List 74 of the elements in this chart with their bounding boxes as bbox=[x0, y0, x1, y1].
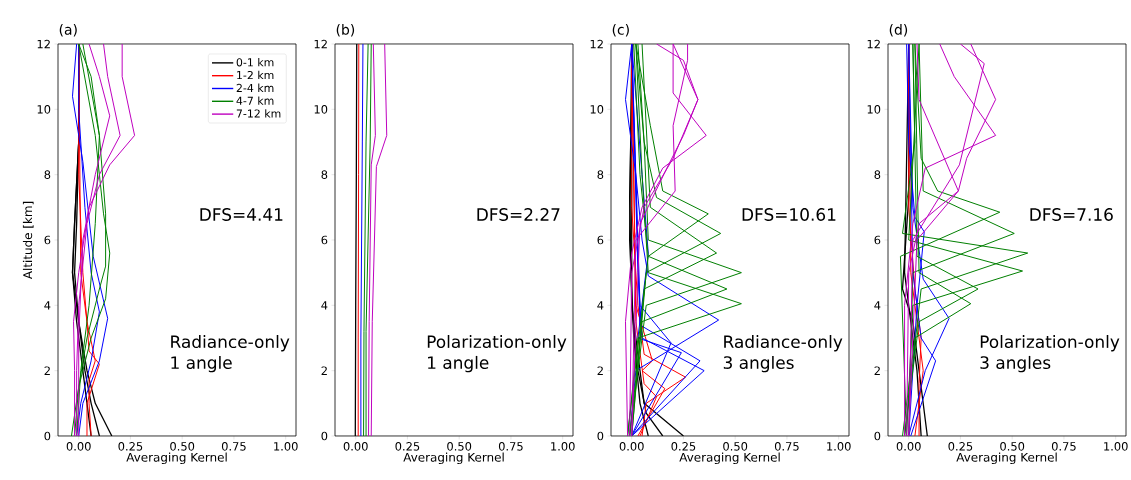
y-tick-label: 10 bbox=[867, 104, 881, 114]
x-tick-label: 1.00 bbox=[551, 442, 575, 451]
x-tick-label: 0.50 bbox=[1000, 442, 1025, 451]
x-tick-label: 0.75 bbox=[221, 442, 246, 451]
x-axis-title: Averaging Kernel bbox=[126, 452, 227, 465]
y-tick-label: 8 bbox=[44, 170, 51, 179]
legend-label: 7-12 km bbox=[236, 109, 281, 118]
x-tick-label: 0.00 bbox=[66, 442, 91, 451]
x-tick-label: 0.00 bbox=[343, 442, 368, 451]
x-tick-label: 0.75 bbox=[498, 442, 523, 451]
y-tick-label: 0 bbox=[321, 431, 328, 441]
y-tick-label: 12 bbox=[590, 39, 603, 49]
y-tick-label: 12 bbox=[314, 39, 327, 49]
y-tick-label: 4 bbox=[874, 301, 881, 310]
legend-label: 4-7 km bbox=[236, 96, 274, 105]
annotation: Polarization-only bbox=[980, 335, 1120, 352]
x-tick-label: 0.75 bbox=[774, 442, 799, 451]
x-tick-label: 0.75 bbox=[1051, 442, 1076, 451]
x-tick-label: 1.00 bbox=[274, 442, 298, 451]
y-tick-label: 4 bbox=[597, 301, 604, 310]
x-tick-label: 0.00 bbox=[619, 442, 644, 451]
x-tick-label: 0.50 bbox=[723, 442, 748, 451]
x-axis-title: Averaging Kernel bbox=[679, 452, 780, 465]
y-tick-label: 2 bbox=[321, 366, 327, 375]
legend-label: 0-1 km bbox=[236, 57, 274, 67]
y-tick-label: 0 bbox=[874, 431, 881, 441]
legend-label: 2-4 km bbox=[236, 83, 274, 92]
y-tick-label: 0 bbox=[597, 431, 604, 441]
chart-title: (a) bbox=[59, 24, 77, 37]
x-tick-label: 1.00 bbox=[1104, 442, 1128, 451]
x-axis-title: Averaging Kernel bbox=[403, 452, 504, 465]
y-tick-label: 6 bbox=[44, 235, 51, 245]
y-axis-title: Altitude [km] bbox=[22, 201, 34, 280]
x-axis-title: Averaging Kernel bbox=[956, 452, 1057, 465]
annotation: DFS=4.41 bbox=[200, 208, 283, 221]
x-tick-label: 0.50 bbox=[447, 442, 472, 451]
annotation: 3 angles bbox=[980, 355, 1051, 373]
x-tick-label: 0.25 bbox=[118, 442, 143, 451]
x-tick-label: 0.25 bbox=[948, 442, 973, 451]
x-tick-label: 0.25 bbox=[671, 442, 696, 451]
annotation: DFS=2.27 bbox=[477, 208, 560, 221]
y-tick-label: 0 bbox=[44, 431, 51, 441]
y-tick-label: 12 bbox=[37, 39, 50, 49]
annotation: 1 angle bbox=[428, 355, 489, 373]
y-tick-label: 10 bbox=[314, 104, 328, 114]
annotation: DFS=7.16 bbox=[1030, 208, 1113, 221]
y-tick-label: 6 bbox=[321, 235, 328, 245]
chart-title: (c) bbox=[612, 24, 629, 37]
y-tick-label: 6 bbox=[874, 235, 881, 245]
y-tick-label: 10 bbox=[590, 104, 604, 114]
x-tick-label: 0.50 bbox=[170, 442, 195, 451]
legend-label: 1-2 km bbox=[237, 70, 274, 80]
chart-title: (b) bbox=[336, 24, 355, 37]
annotation: 1 angle bbox=[171, 355, 232, 373]
y-tick-label: 12 bbox=[867, 39, 880, 49]
annotation: 3 angles bbox=[723, 355, 794, 373]
y-tick-label: 8 bbox=[597, 170, 604, 179]
y-tick-label: 6 bbox=[597, 235, 604, 245]
y-tick-label: 4 bbox=[44, 301, 51, 310]
y-tick-label: 2 bbox=[874, 366, 880, 375]
y-tick-label: 8 bbox=[874, 170, 881, 179]
y-tick-label: 2 bbox=[597, 366, 603, 375]
annotation: Polarization-only bbox=[427, 335, 567, 352]
x-tick-label: 0.25 bbox=[395, 442, 420, 451]
annotation: Radiance-only bbox=[724, 335, 843, 352]
y-tick-label: 10 bbox=[37, 104, 51, 114]
x-tick-label: 1.00 bbox=[827, 442, 851, 451]
y-tick-label: 2 bbox=[44, 366, 50, 375]
y-tick-label: 4 bbox=[321, 301, 328, 310]
chart-title: (d) bbox=[889, 24, 908, 37]
annotation: DFS=10.61 bbox=[742, 208, 836, 221]
y-tick-label: 8 bbox=[321, 170, 328, 179]
x-tick-label: 0.00 bbox=[896, 442, 921, 451]
annotation: Radiance-only bbox=[171, 335, 290, 352]
